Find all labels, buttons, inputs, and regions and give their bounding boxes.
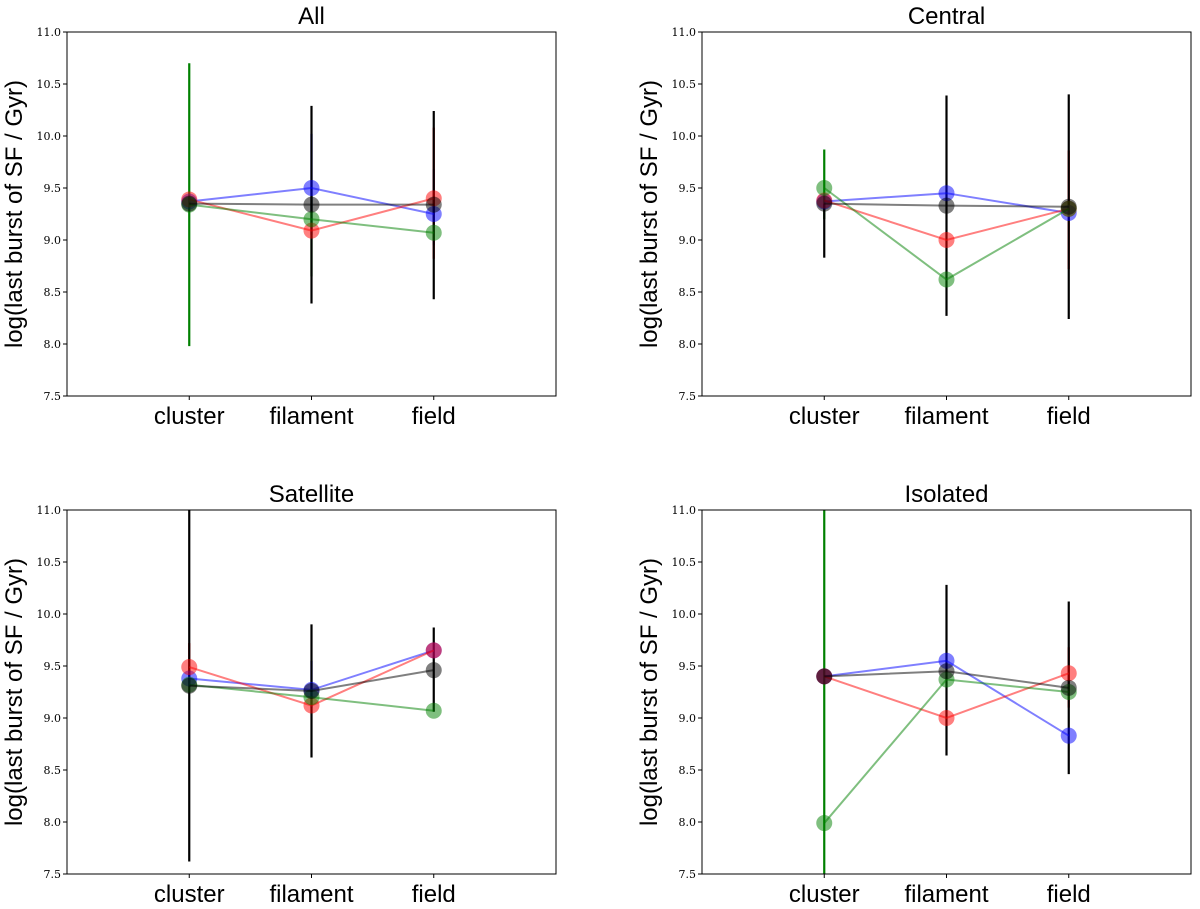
point-black-field [425,196,442,213]
point-red-filament [938,232,955,248]
ytick-label: 8.0 [679,338,697,351]
ytick-label: 9.5 [679,182,697,195]
panel-central: 7.5 8.0 8.5 9.0 9.5 10.0 10.5 11.0 cluster filame… [636,3,1192,430]
point-red-cluster [181,659,198,676]
point-black-cluster [816,195,833,212]
ytick-label: 9.0 [679,234,697,247]
panel-all: 7.5 8.0 8.5 9.0 9.5 10.0 10.5 11.0 cluster filame… [1,3,557,430]
point-black-filament [938,197,955,214]
point-black-filament [303,682,320,699]
point-black-field [1060,198,1077,215]
point-black-cluster [181,195,198,212]
ytick-label: 8.0 [44,816,62,829]
point-black-field [425,662,442,679]
chart-title: Central [908,3,985,30]
ytick-label: 10.5 [37,556,62,569]
chart-title: Satellite [269,481,354,508]
ytick-label: 8.5 [44,764,62,777]
ytick-label: 8.0 [44,338,62,351]
xtick-label-field: field [412,403,456,430]
ytick-label: 7.5 [44,390,62,403]
xtick-label-cluster: cluster [789,403,860,430]
ytick-label: 8.5 [44,286,62,299]
y-axis-label: log(last burst of SF / Gyr) [1,80,28,348]
point-green-cluster [816,180,833,196]
ytick-label: 10.0 [672,608,697,621]
y-axis-label: log(last burst of SF / Gyr) [636,80,663,348]
ytick-label: 9.0 [679,712,697,725]
point-green-field [425,702,442,719]
ytick-label: 10.5 [37,78,62,91]
point-red-filament [303,222,320,239]
ytick-label: 9.5 [44,660,62,673]
point-blue-field [1060,727,1077,744]
point-red-field [1060,665,1077,682]
ytick-label: 11.0 [37,504,62,517]
point-black-cluster [816,668,833,685]
point-green-field [425,224,442,241]
point-black-cluster [181,677,198,694]
panel-isolated: 7.5 8.0 8.5 9.0 9.5 10.0 10.5 11.0 cluster filame… [636,481,1192,908]
ytick-label: 7.5 [679,390,697,403]
ytick-label: 11.0 [672,26,697,39]
ytick-label: 10.0 [37,608,62,621]
ytick-label: 11.0 [672,504,697,517]
xtick-label-field: field [1047,881,1091,908]
point-green-filament [938,271,955,288]
point-blue-filament [938,185,955,202]
xtick-label-filament: filament [904,403,988,430]
panel-satellite: 7.5 8.0 8.5 9.0 9.5 10.0 10.5 11.0 cluster filame… [1,481,557,908]
ytick-label: 7.5 [679,868,697,881]
point-black-filament [938,663,955,680]
ytick-label: 9.0 [44,234,62,247]
ytick-label: 10.5 [672,78,697,91]
point-green-cluster [816,815,833,832]
point-red-field [425,642,442,659]
xtick-label-filament: filament [269,881,353,908]
xtick-label-filament: filament [904,881,988,908]
chart-title: All [298,3,325,30]
ytick-label: 10.5 [672,556,697,569]
ytick-label: 11.0 [37,26,62,39]
xtick-label-filament: filament [269,403,353,430]
ytick-label: 8.5 [679,286,697,299]
ytick-label: 10.0 [672,130,697,143]
xtick-label-cluster: cluster [154,403,225,430]
ytick-label: 9.5 [679,660,697,673]
xtick-label-field: field [1047,403,1091,430]
xtick-label-cluster: cluster [154,881,225,908]
point-green-filament [303,211,320,228]
ytick-label: 7.5 [44,868,62,881]
chart-title: Isolated [904,481,988,508]
y-axis-label: log(last burst of SF / Gyr) [636,558,663,826]
point-blue-filament [303,180,320,196]
xtick-label-field: field [412,881,456,908]
ytick-label: 9.5 [44,182,62,195]
ytick-label: 8.5 [679,764,697,777]
point-black-field [1060,679,1077,696]
ytick-label: 10.0 [37,130,62,143]
ytick-label: 9.0 [44,712,62,725]
point-black-filament [303,196,320,213]
y-axis-label: log(last burst of SF / Gyr) [1,558,28,826]
ytick-label: 8.0 [679,816,697,829]
xtick-label-cluster: cluster [789,881,860,908]
point-red-filament [938,710,955,726]
